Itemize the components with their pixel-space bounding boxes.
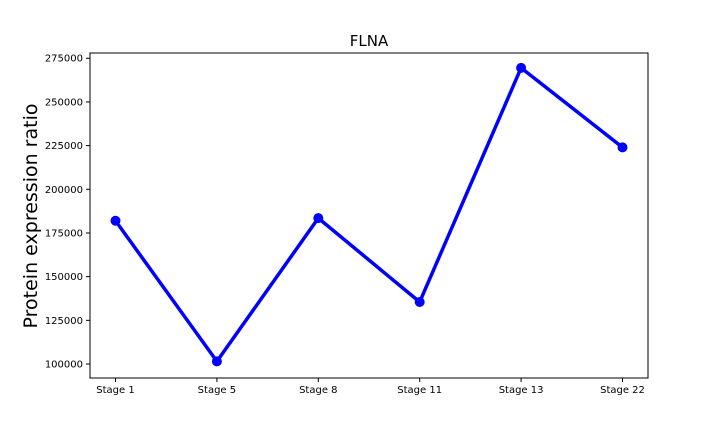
- y-tick-label: 200000: [45, 185, 83, 196]
- x-tick-label: Stage 1: [96, 385, 134, 396]
- data-point: [211, 356, 222, 367]
- data-point: [313, 213, 324, 224]
- y-tick-label: 125000: [45, 316, 83, 327]
- y-tick-label: 225000: [45, 141, 83, 152]
- data-point: [617, 142, 628, 153]
- series-layer: [110, 62, 628, 367]
- x-tick-label: Stage 11: [397, 385, 442, 396]
- data-point: [414, 296, 425, 307]
- series-line: [113, 66, 625, 364]
- y-tick-label: 100000: [45, 360, 83, 371]
- y-tick-label: 250000: [45, 97, 83, 108]
- chart-title: FLNA: [350, 32, 389, 50]
- y-tick-label: 275000: [45, 54, 83, 65]
- x-tick-label: Stage 5: [198, 385, 236, 396]
- data-point: [110, 215, 121, 226]
- x-tick-label: Stage 22: [600, 385, 645, 396]
- data-point: [516, 62, 527, 73]
- x-axis-ticks: Stage 1 Stage 5 Stage 8 Stage 11 Stage 13 Sta…: [96, 378, 645, 396]
- y-tick-label: 175000: [45, 228, 83, 239]
- plot-frame: [89, 52, 649, 379]
- x-tick-label: Stage 8: [299, 385, 337, 396]
- y-axis-ticks: 100000 125000 150000 175000 200000 225000 2500…: [45, 54, 90, 371]
- x-tick-label: Stage 13: [499, 385, 544, 396]
- y-axis-label: Protein expression ratio: [20, 104, 42, 329]
- y-tick-label: 150000: [45, 272, 83, 283]
